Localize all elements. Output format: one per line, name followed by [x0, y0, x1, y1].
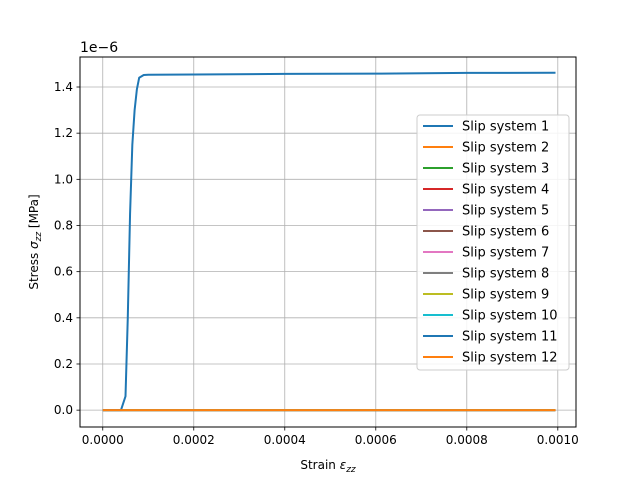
- legend-label-2: Slip system 2: [462, 141, 549, 156]
- y-tick-label: 0.6: [54, 265, 73, 279]
- x-tick-label: 0.0010: [537, 433, 579, 447]
- y-tick-label: 1.4: [54, 80, 73, 94]
- legend-label-9: Slip system 9: [462, 288, 549, 303]
- legend-label-1: Slip system 1: [462, 120, 549, 135]
- x-axis-label-symbol: ε: [340, 458, 347, 472]
- legend-label-6: Slip system 6: [462, 225, 549, 240]
- x-tick-label: 0.0004: [264, 433, 306, 447]
- legend-label-5: Slip system 5: [462, 204, 549, 219]
- x-ticks: 0.0000 0.0002 0.0004 0.0006 0.0008 0.0010: [82, 427, 579, 447]
- legend-label-12: Slip system 12: [462, 351, 558, 366]
- y-offset-exponent: −6: [98, 40, 119, 56]
- legend-label-3: Slip system 3: [462, 162, 549, 177]
- legend-frame: [416, 114, 570, 371]
- x-tick-label: 0.0002: [173, 433, 215, 447]
- series-layer: [102, 71, 556, 412]
- y-offset-text: 1e−6: [80, 40, 118, 56]
- y-tick-label: 1.2: [54, 126, 73, 140]
- axes-frame: [79, 56, 577, 428]
- y-tick-label: 0.2: [54, 357, 73, 371]
- legend-label-7: Slip system 7: [462, 246, 549, 261]
- y-axis-label-subscript: zz: [34, 232, 44, 243]
- legend-label-10: Slip system 10: [462, 309, 558, 324]
- y-axis-label-symbol: σ: [27, 241, 41, 249]
- x-tick-label: 0.0008: [446, 433, 488, 447]
- x-axis-label-subscript: zz: [345, 465, 356, 475]
- y-tick-label: 0.8: [54, 218, 73, 232]
- y-axis-label-prefix: Stress: [27, 249, 41, 290]
- y-tick-label: 1.0: [54, 172, 73, 186]
- y-tick-label: 0.4: [54, 311, 73, 325]
- y-axis-label-suffix: [MPa]: [27, 194, 41, 232]
- y-offset-base: 1e: [80, 40, 98, 56]
- x-tick-label: 0.0006: [355, 433, 397, 447]
- x-axis-label: Strain εzz: [300, 458, 356, 475]
- legend-label-11: Slip system 11: [462, 330, 558, 345]
- legend-label-4: Slip system 4: [462, 183, 549, 198]
- x-tick-label: 0.0000: [82, 433, 124, 447]
- legend-entries: Slip system 1 Slip system 2 Slip system 3 S…: [423, 120, 558, 366]
- x-axis-label-prefix: Strain: [300, 458, 339, 472]
- legend-label-8: Slip system 8: [462, 267, 549, 282]
- legend: Slip system 1 Slip system 2 Slip system 3 S…: [416, 114, 570, 371]
- y-axis-label: Stress σzz [MPa]: [27, 194, 44, 289]
- y-ticks: 0.0 0.2 0.4 0.6 0.8 1.0 1.2 1.4: [54, 80, 80, 417]
- series-line-11: [102, 71, 556, 412]
- y-tick-label: 0.0: [54, 403, 73, 417]
